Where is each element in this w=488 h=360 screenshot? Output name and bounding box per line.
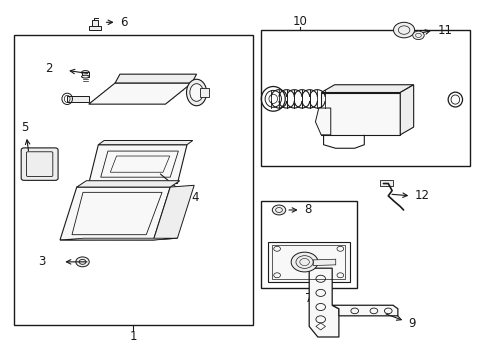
- Text: 11: 11: [437, 23, 452, 37]
- Text: 1: 1: [129, 330, 137, 343]
- Polygon shape: [153, 185, 194, 240]
- Bar: [261, 201, 356, 288]
- Bar: [272, 245, 345, 279]
- Text: 7: 7: [305, 292, 312, 305]
- Text: 10: 10: [291, 15, 306, 28]
- Bar: [92, 20, 98, 26]
- Circle shape: [290, 252, 317, 272]
- Ellipse shape: [186, 79, 206, 106]
- Circle shape: [272, 205, 285, 215]
- Polygon shape: [98, 140, 192, 145]
- Text: 5: 5: [21, 121, 29, 134]
- Ellipse shape: [81, 75, 89, 78]
- Ellipse shape: [189, 84, 203, 101]
- Text: 4: 4: [191, 191, 199, 204]
- FancyBboxPatch shape: [21, 148, 58, 180]
- Polygon shape: [60, 238, 177, 240]
- Polygon shape: [399, 85, 413, 135]
- Bar: [321, 93, 399, 135]
- Text: 2: 2: [44, 62, 52, 75]
- Text: 3: 3: [39, 255, 46, 268]
- Circle shape: [393, 22, 414, 38]
- Bar: [14, 35, 253, 325]
- Text: 12: 12: [414, 189, 429, 202]
- Polygon shape: [60, 187, 170, 240]
- Polygon shape: [331, 305, 397, 316]
- Bar: [89, 26, 101, 30]
- Polygon shape: [321, 85, 413, 93]
- Bar: [200, 88, 208, 97]
- Text: 9: 9: [407, 317, 415, 330]
- Circle shape: [412, 31, 423, 40]
- Polygon shape: [89, 83, 191, 104]
- Text: 8: 8: [304, 203, 311, 216]
- Polygon shape: [89, 145, 186, 184]
- Bar: [81, 72, 89, 77]
- Bar: [261, 30, 469, 166]
- Polygon shape: [315, 108, 330, 135]
- Bar: [267, 242, 349, 282]
- Bar: [379, 180, 392, 186]
- Polygon shape: [115, 74, 196, 83]
- Polygon shape: [67, 96, 89, 102]
- Polygon shape: [308, 268, 338, 337]
- Polygon shape: [77, 181, 180, 187]
- Circle shape: [76, 257, 89, 267]
- Ellipse shape: [81, 71, 89, 74]
- Text: 6: 6: [120, 16, 127, 29]
- Polygon shape: [313, 259, 335, 266]
